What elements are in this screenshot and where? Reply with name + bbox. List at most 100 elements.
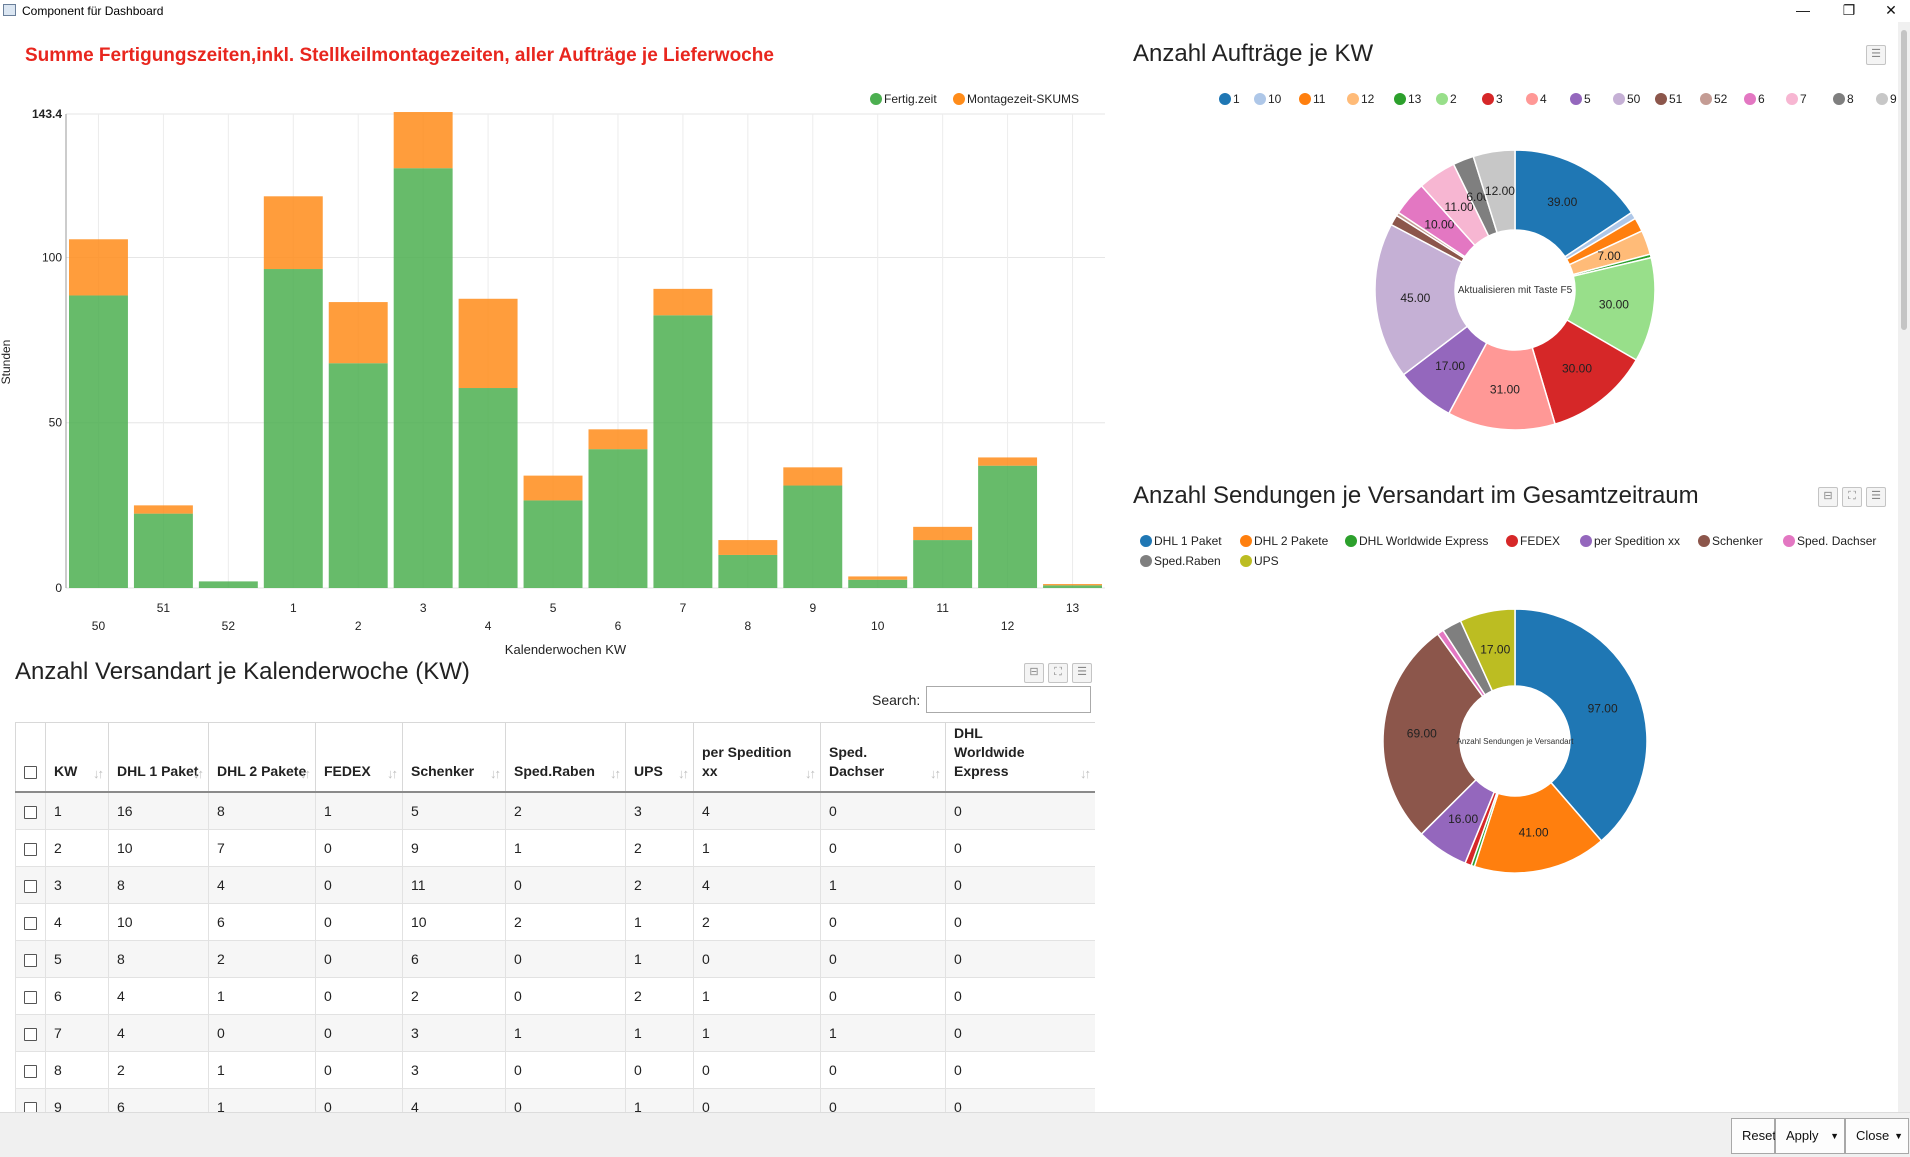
scrollbar-thumb[interactable] bbox=[1901, 30, 1907, 330]
table-expand-icon[interactable]: ⛶ bbox=[1048, 663, 1068, 683]
legend-label[interactable]: 12 bbox=[1361, 92, 1375, 106]
row-checkbox[interactable] bbox=[24, 990, 37, 1004]
bar-fertigzeit-9[interactable] bbox=[783, 485, 843, 588]
legend-label[interactable]: 52 bbox=[1714, 92, 1728, 106]
close-button[interactable]: Close ▼ bbox=[1845, 1118, 1909, 1154]
column-header-1[interactable]: DHL 1 Paket ↓↑ bbox=[108, 722, 209, 793]
bar-montagezeit-9[interactable] bbox=[783, 467, 843, 486]
bar-fertigzeit-12[interactable] bbox=[978, 465, 1038, 588]
close-window-button[interactable]: ✕ bbox=[1885, 2, 1897, 18]
reset-button[interactable]: Reset bbox=[1731, 1118, 1776, 1154]
row-checkbox[interactable] bbox=[24, 879, 37, 893]
column-header-9[interactable]: DHL Worldwide Express ↓↑ bbox=[945, 722, 1095, 793]
legend-label[interactable]: UPS bbox=[1254, 554, 1279, 568]
sort-icon[interactable]: ↓↑ bbox=[93, 766, 104, 781]
restore-button[interactable]: ❐ bbox=[1842, 2, 1856, 18]
orders-menu-icon[interactable]: ☰ bbox=[1866, 45, 1886, 65]
row-checkbox[interactable] bbox=[24, 1064, 37, 1078]
table-menu-icon[interactable]: ☰ bbox=[1072, 663, 1092, 683]
legend-label[interactable]: 8 bbox=[1847, 92, 1854, 106]
bar-montagezeit-1[interactable] bbox=[263, 196, 323, 270]
column-header-7[interactable]: per Spedition xx ↓↑ bbox=[693, 722, 821, 793]
legend-label[interactable]: 6 bbox=[1758, 92, 1765, 106]
legend-label[interactable]: Montagezeit-SKUMS bbox=[967, 92, 1079, 106]
bar-montagezeit-11[interactable] bbox=[913, 526, 973, 541]
row-checkbox[interactable] bbox=[24, 1027, 37, 1041]
row-checkbox[interactable] bbox=[24, 842, 37, 856]
apply-dropdown-icon[interactable]: ▼ bbox=[1830, 1131, 1839, 1141]
column-header-6[interactable]: UPS ↓↑ bbox=[625, 722, 694, 793]
table-row[interactable]: 1 16 8 1 5 2 3 4 0 0 bbox=[15, 791, 1095, 830]
bar-fertigzeit-10[interactable] bbox=[848, 579, 908, 588]
bar-montagezeit-3[interactable] bbox=[393, 112, 453, 169]
bar-fertigzeit-13[interactable] bbox=[1043, 585, 1102, 588]
bar-fertigzeit-5[interactable] bbox=[523, 500, 583, 588]
table-row[interactable]: 2 10 7 0 9 1 2 1 0 0 bbox=[15, 829, 1095, 867]
sort-icon[interactable]: ↓↑ bbox=[930, 766, 941, 781]
legend-label[interactable]: 1 bbox=[1233, 92, 1240, 106]
sort-icon[interactable]: ↓↑ bbox=[1080, 766, 1091, 781]
column-header-8[interactable]: Sped. Dachser ↓↑ bbox=[820, 722, 946, 793]
legend-label[interactable]: per Spedition xx bbox=[1594, 534, 1680, 548]
search-input[interactable] bbox=[926, 686, 1091, 713]
shipments-expand-icon[interactable]: ⛶ bbox=[1842, 487, 1862, 507]
bar-fertigzeit-4[interactable] bbox=[458, 388, 518, 588]
bar-fertigzeit-51[interactable] bbox=[133, 513, 193, 588]
bar-montagezeit-13[interactable] bbox=[1043, 584, 1102, 586]
bar-montagezeit-5[interactable] bbox=[523, 475, 583, 501]
row-checkbox[interactable] bbox=[24, 953, 37, 967]
row-checkbox[interactable] bbox=[24, 805, 37, 819]
legend-label[interactable]: 4 bbox=[1540, 92, 1547, 106]
bar-montagezeit-2[interactable] bbox=[328, 302, 388, 364]
legend-label[interactable]: 2 bbox=[1450, 92, 1457, 106]
pie-slice-DHL-1-Paket[interactable] bbox=[1514, 608, 1648, 842]
bar-fertigzeit-11[interactable] bbox=[913, 540, 973, 588]
legend-label[interactable]: DHL 2 Pakete bbox=[1254, 534, 1329, 548]
table-row[interactable]: 4 10 6 0 10 2 1 2 0 0 bbox=[15, 903, 1095, 941]
legend-label[interactable]: 10 bbox=[1268, 92, 1282, 106]
legend-label[interactable]: 3 bbox=[1496, 92, 1503, 106]
legend-label[interactable]: Sped. Dachser bbox=[1797, 534, 1876, 548]
minimize-button[interactable]: — bbox=[1796, 2, 1810, 18]
legend-label[interactable]: 50 bbox=[1627, 92, 1641, 106]
bar-fertigzeit-8[interactable] bbox=[718, 554, 778, 588]
sort-icon[interactable]: ↓↑ bbox=[490, 766, 501, 781]
bar-montagezeit-6[interactable] bbox=[588, 429, 648, 450]
sort-icon[interactable]: ↓↑ bbox=[193, 766, 204, 781]
pie-slice-9[interactable] bbox=[1472, 149, 1516, 234]
legend-label[interactable]: 9 bbox=[1890, 92, 1897, 106]
legend-label[interactable]: 7 bbox=[1800, 92, 1807, 106]
column-header-0[interactable]: KW ↓↑ bbox=[45, 722, 109, 793]
bar-fertigzeit-50[interactable] bbox=[69, 295, 128, 588]
bar-fertigzeit-7[interactable] bbox=[653, 315, 713, 588]
legend-label[interactable]: Sped.Raben bbox=[1154, 554, 1221, 568]
sort-icon[interactable]: ↓↑ bbox=[805, 766, 816, 781]
legend-label[interactable]: DHL Worldwide Express bbox=[1359, 534, 1488, 548]
column-header-3[interactable]: FEDEX ↓↑ bbox=[315, 722, 403, 793]
shipments-menu-icon[interactable]: ☰ bbox=[1866, 487, 1886, 507]
shipments-collapse-icon[interactable]: ⊟ bbox=[1818, 487, 1838, 507]
sort-icon[interactable]: ↓↑ bbox=[300, 766, 311, 781]
bar-montagezeit-51[interactable] bbox=[133, 505, 193, 514]
bar-montagezeit-7[interactable] bbox=[653, 288, 713, 316]
pie-slice-UPS[interactable] bbox=[1459, 608, 1516, 692]
sort-icon[interactable]: ↓↑ bbox=[678, 766, 689, 781]
bar-fertigzeit-1[interactable] bbox=[263, 269, 323, 588]
legend-label[interactable]: 51 bbox=[1669, 92, 1683, 106]
column-header-2[interactable]: DHL 2 Pakete ↓↑ bbox=[208, 722, 316, 793]
bar-montagezeit-4[interactable] bbox=[458, 298, 518, 389]
table-collapse-icon[interactable]: ⊟ bbox=[1024, 663, 1044, 683]
column-header-4[interactable]: Schenker ↓↑ bbox=[402, 722, 506, 793]
bar-montagezeit-8[interactable] bbox=[718, 540, 778, 555]
legend-label[interactable]: 5 bbox=[1584, 92, 1591, 106]
row-checkbox[interactable] bbox=[24, 1101, 37, 1112]
bar-montagezeit-10[interactable] bbox=[848, 576, 908, 580]
bar-fertigzeit-6[interactable] bbox=[588, 449, 648, 588]
table-row[interactable]: 3 8 4 0 11 0 2 4 1 0 bbox=[15, 866, 1095, 904]
sort-icon[interactable]: ↓↑ bbox=[387, 766, 398, 781]
legend-label[interactable]: FEDEX bbox=[1520, 534, 1560, 548]
pie-slice-50[interactable] bbox=[1374, 223, 1469, 376]
